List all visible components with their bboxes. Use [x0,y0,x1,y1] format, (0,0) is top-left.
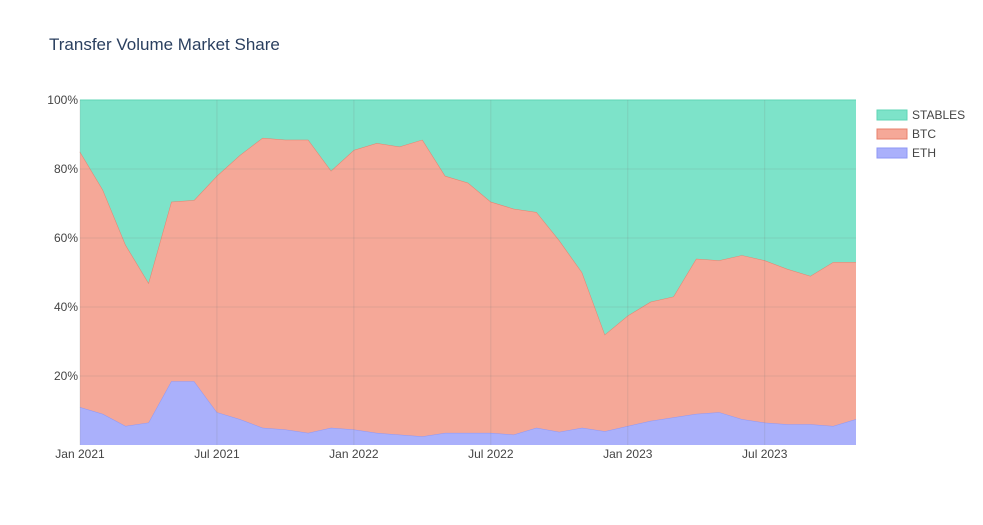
area-btc [80,137,856,437]
y-tick-label: 40% [54,300,78,314]
y-tick-label: 20% [54,369,78,383]
legend-item-eth[interactable]: ETH [876,146,936,160]
y-tick-label: 100% [47,93,78,107]
x-tick-label: Jul 2021 [194,447,240,461]
axes: 20% 40% 60% 80% 100% Jan 2021 Jul 2021 Jan 2022… [47,93,787,461]
x-tick-label: Jan 2021 [55,447,105,461]
x-tick-label: Jul 2022 [468,447,514,461]
legend-label: ETH [912,146,936,160]
legend-swatch [876,128,908,140]
legend-label: STABLES [912,108,965,122]
legend-item-stables[interactable]: STABLES [876,108,965,122]
x-tick-label: Jan 2022 [329,447,379,461]
x-tick-label: Jul 2023 [742,447,788,461]
legend: STABLES BTC ETH [876,108,965,160]
y-tick-label: 80% [54,162,78,176]
legend-item-btc[interactable]: BTC [876,127,936,141]
area-stables [80,100,856,335]
chart-title: Transfer Volume Market Share [49,35,280,54]
legend-swatch [876,147,908,159]
legend-swatch [876,109,908,121]
legend-label: BTC [912,127,936,141]
gridlines-overlay [79,100,856,445]
x-tick-label: Jan 2023 [603,447,653,461]
plot-areas [79,99,857,445]
y-tick-label: 60% [54,231,78,245]
